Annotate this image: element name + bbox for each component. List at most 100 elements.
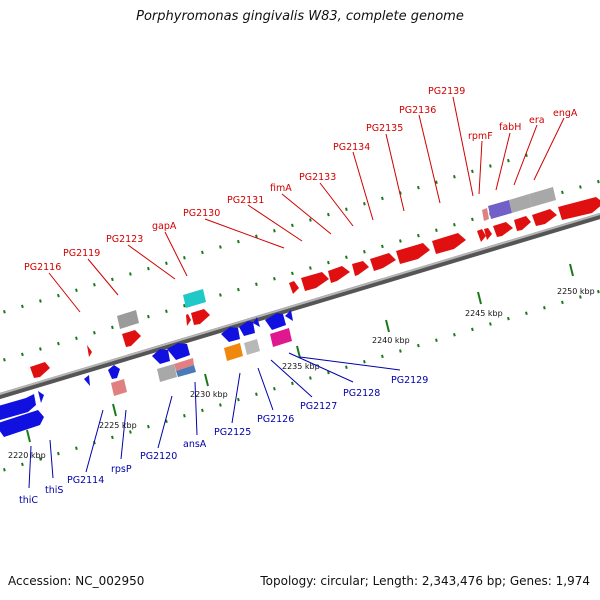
gene-label: PG2114 xyxy=(67,475,104,486)
forward-gene xyxy=(328,266,350,283)
track-dot xyxy=(165,261,168,265)
other-gene xyxy=(529,187,556,207)
rrna-gene xyxy=(174,358,194,371)
gene-label: PG2134 xyxy=(333,142,370,153)
scale-tick-label: 2220 kbp xyxy=(8,451,46,460)
track-dot xyxy=(3,358,6,362)
track-dot xyxy=(273,277,276,281)
forward-gene xyxy=(191,309,210,325)
track-dot xyxy=(345,365,348,369)
gene-label: PG2127 xyxy=(300,401,337,412)
track-dot xyxy=(201,250,204,255)
track-dot xyxy=(219,245,222,249)
track-dot xyxy=(75,288,78,292)
gene-label: PG2139 xyxy=(428,86,465,97)
track-dot xyxy=(597,179,600,184)
forward-gene xyxy=(352,261,369,276)
track-dot xyxy=(273,387,276,391)
forward-gene xyxy=(370,253,396,271)
track-dot xyxy=(75,446,78,450)
gene-label: PG2116 xyxy=(24,262,61,273)
track-dot xyxy=(3,468,6,472)
rrna-gene xyxy=(157,364,177,382)
track-dot xyxy=(435,180,438,184)
forward-gene xyxy=(396,243,430,264)
forward-gene xyxy=(122,330,141,347)
reverse-gene xyxy=(152,349,170,364)
gene-label: PG2126 xyxy=(257,414,294,425)
track-dot xyxy=(147,314,150,319)
gene-label: engA xyxy=(553,108,578,119)
track-dot xyxy=(39,299,42,303)
track-dot xyxy=(201,408,204,413)
forward-gene xyxy=(289,281,299,294)
track-dot xyxy=(327,260,330,265)
reverse-labels: thiC thiS PG2114 rpsP PG2120 ansA PG2125… xyxy=(19,352,428,506)
track-dot xyxy=(183,256,186,260)
gene-label: PG2120 xyxy=(140,451,177,462)
scale-ticks: 2220 kbp 2225 kbp 2230 kbp 2235 kbp 2240… xyxy=(8,263,595,460)
forward-gene xyxy=(532,209,557,226)
other-gene xyxy=(488,200,512,219)
track-dot xyxy=(255,282,258,286)
track-dot xyxy=(237,239,240,244)
forward-gene xyxy=(477,229,486,242)
other-gene xyxy=(509,194,532,213)
track-dot xyxy=(237,287,240,292)
track-dot xyxy=(417,185,420,190)
track-dot xyxy=(129,272,132,276)
gene-label: PG2135 xyxy=(366,123,403,134)
gene-label: fabH xyxy=(499,122,521,133)
gene-label: era xyxy=(529,115,545,126)
forward-gene xyxy=(87,345,92,357)
reverse-gene xyxy=(38,391,44,403)
track-dot xyxy=(489,164,492,168)
track-dot xyxy=(291,381,294,386)
track-dot xyxy=(381,244,384,249)
gene-label: fimA xyxy=(270,183,292,194)
track-dot xyxy=(471,217,474,222)
track-dot xyxy=(363,360,366,364)
track-dot xyxy=(3,310,6,314)
gene-label: PG2130 xyxy=(183,208,220,219)
track-dot xyxy=(255,392,258,396)
track-dot xyxy=(453,223,456,227)
other-gene xyxy=(244,339,260,355)
track-dot xyxy=(399,191,402,195)
reverse-gene xyxy=(0,410,44,437)
track-dot xyxy=(453,333,456,337)
forward-gene xyxy=(558,197,600,220)
track-dot xyxy=(399,349,402,353)
track-dot xyxy=(453,175,456,179)
gene-label: PG2123 xyxy=(106,234,143,245)
gene-label: PG2119 xyxy=(63,248,100,259)
track-dot xyxy=(507,316,510,321)
track-dot xyxy=(165,309,168,313)
track-dot xyxy=(291,223,294,228)
track-dot xyxy=(39,347,42,351)
reverse-gene xyxy=(265,313,286,330)
gene-label: thiS xyxy=(45,485,63,496)
reverse-gene xyxy=(84,375,90,386)
reverse-gene xyxy=(285,310,293,321)
track-dot xyxy=(309,266,312,270)
track-dot xyxy=(93,283,96,287)
reverse-gene xyxy=(221,327,240,342)
track-dot xyxy=(525,311,528,315)
forward-genes xyxy=(30,187,600,378)
track-dot xyxy=(363,202,366,206)
scale-tick-label: 2235 kbp xyxy=(282,362,320,371)
forward-gene xyxy=(301,272,329,291)
reverse-genes xyxy=(0,310,293,437)
track-dot xyxy=(147,424,150,429)
track-dot xyxy=(291,271,294,276)
scale-tick-label: 2240 kbp xyxy=(372,336,410,345)
scale-tick-label: 2245 kbp xyxy=(465,309,503,318)
forward-gene xyxy=(432,233,466,254)
track-dot xyxy=(129,430,132,434)
track-dot xyxy=(309,376,312,380)
reverse-gene xyxy=(239,321,255,336)
track-dot xyxy=(255,234,258,238)
